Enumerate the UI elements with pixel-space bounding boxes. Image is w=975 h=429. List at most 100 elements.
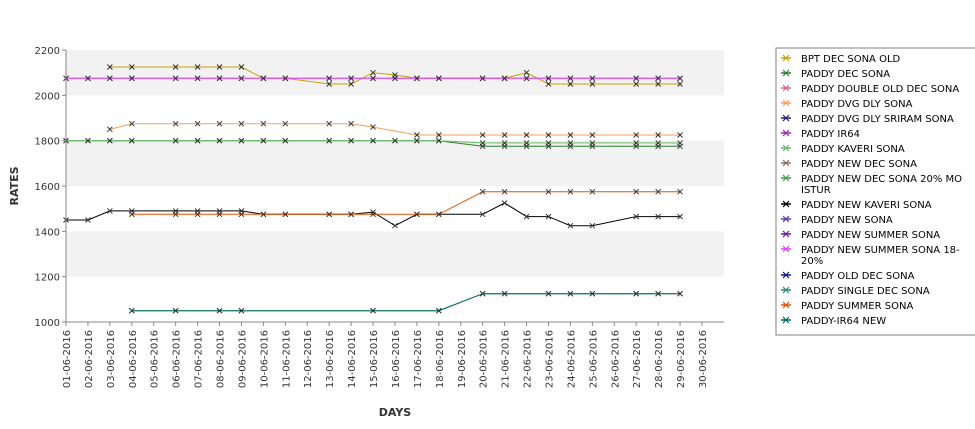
data-point-stroke (128, 137, 135, 144)
data-point-stroke (414, 132, 420, 138)
data-point (501, 140, 508, 146)
data-point-stroke (348, 211, 354, 218)
data-point-stroke (523, 140, 530, 146)
data-point (435, 307, 442, 314)
data-point-stroke (567, 188, 574, 195)
data-point (370, 209, 376, 215)
data-point-stroke (545, 188, 552, 195)
data-point-stroke (655, 81, 661, 87)
data-point (392, 75, 398, 82)
data-point (216, 120, 223, 127)
data-point-stroke (501, 200, 508, 206)
data-point (326, 211, 333, 218)
y-tick-label: 2200 (35, 46, 60, 57)
data-point (370, 211, 376, 218)
x-tick-label: 26-06-2016 (610, 330, 621, 388)
data-point-stroke (633, 188, 640, 195)
data-markers (63, 64, 683, 314)
data-point (501, 290, 508, 297)
legend-marker (782, 99, 790, 107)
data-point-stroke (128, 75, 135, 82)
data-point-stroke (238, 120, 245, 127)
legend-label: PADDY NEW DEC SONA (801, 159, 917, 170)
data-point (128, 307, 135, 314)
data-point (370, 137, 376, 144)
data-point-stroke (545, 140, 552, 146)
data-point (194, 120, 201, 127)
data-point-stroke (545, 213, 552, 220)
legend-marker (782, 144, 790, 152)
data-point-stroke (435, 307, 442, 314)
data-point (677, 188, 683, 195)
data-point (326, 81, 333, 87)
x-tick-label: 07-06-2016 (194, 330, 205, 388)
data-point-stroke (392, 222, 398, 229)
data-point (501, 200, 508, 206)
data-point (392, 222, 398, 229)
x-tick-label: 27-06-2016 (632, 330, 643, 388)
data-point (216, 64, 223, 70)
data-point (655, 188, 661, 195)
data-point (107, 126, 113, 133)
data-point (216, 137, 223, 144)
legend-marker (782, 174, 790, 182)
x-tick-label: 02-06-2016 (84, 330, 95, 388)
legend-item: PADDY DVG DLY SONA (781, 99, 913, 110)
data-point-stroke (194, 120, 201, 127)
legend-label: PADDY DOUBLE OLD DEC SONA (801, 84, 959, 95)
data-point-stroke (392, 75, 398, 82)
legend-label: PADDY NEW SUMMER SONA (801, 230, 940, 241)
data-point-stroke (370, 124, 376, 130)
data-point-stroke (567, 140, 574, 146)
x-tick-label: 10-06-2016 (259, 330, 270, 388)
data-point (677, 81, 683, 87)
y-axis-title: RATES (8, 166, 21, 205)
legend-label: 20% (801, 256, 823, 267)
grid-band (66, 140, 724, 186)
x-tick-label: 18-06-2016 (435, 330, 446, 388)
data-point (238, 120, 245, 127)
data-point-stroke (260, 137, 267, 144)
data-point-stroke (501, 188, 508, 195)
data-point-stroke (326, 75, 333, 82)
data-point (589, 290, 596, 297)
data-point-stroke (392, 137, 398, 144)
data-point (414, 132, 420, 138)
data-point (172, 307, 179, 314)
data-point (326, 75, 333, 82)
y-tick-label: 1200 (35, 273, 60, 284)
data-point (238, 64, 245, 70)
data-point-stroke (633, 75, 640, 82)
data-point (501, 188, 508, 195)
data-point-stroke (172, 307, 179, 314)
data-point (435, 137, 442, 144)
data-point (633, 140, 640, 146)
data-point-stroke (216, 211, 223, 218)
legend-marker (782, 159, 790, 167)
data-point-stroke (479, 188, 486, 195)
legend-item: PADDY-IR64 NEW (781, 316, 886, 327)
data-point-stroke (677, 75, 683, 82)
grid-bands (66, 50, 724, 322)
data-point (370, 75, 376, 82)
legend-marker (782, 230, 790, 238)
data-point-stroke (238, 307, 245, 314)
data-point (567, 140, 574, 146)
legend-label: PADDY NEW SONA (801, 215, 893, 226)
data-point-stroke (194, 75, 201, 82)
data-point-stroke (370, 75, 376, 82)
data-point-stroke (414, 137, 420, 144)
data-point-stroke (238, 75, 245, 82)
grid-band (66, 95, 724, 141)
x-tick-label: 03-06-2016 (106, 330, 117, 388)
data-point-stroke (677, 140, 683, 146)
y-axis-ticks: 1000 1200 1400 1600 1800 2000 2200 (35, 46, 66, 329)
data-point-stroke (216, 64, 223, 70)
data-point (633, 213, 640, 220)
data-point (545, 188, 552, 195)
data-point-stroke (435, 211, 442, 218)
data-point (260, 211, 267, 218)
x-tick-label: 24-06-2016 (566, 330, 577, 388)
data-point (414, 137, 420, 144)
data-point (128, 75, 135, 82)
